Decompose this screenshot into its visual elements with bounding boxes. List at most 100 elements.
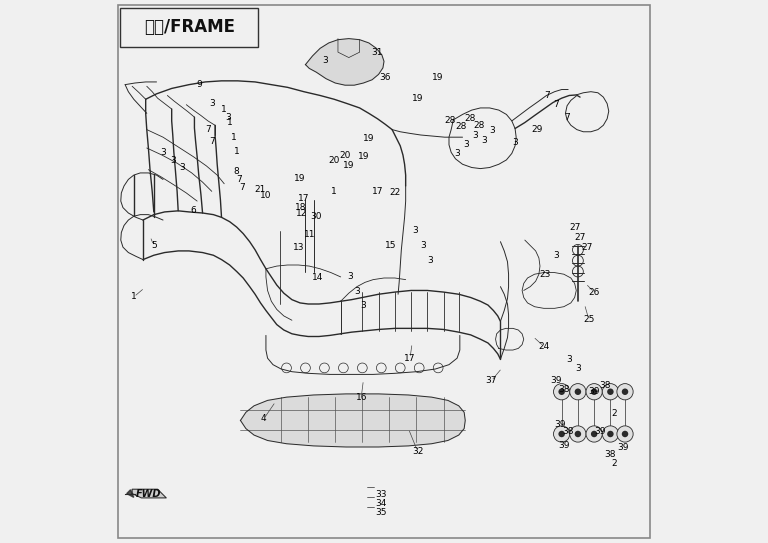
Text: 7: 7 bbox=[209, 137, 214, 146]
Polygon shape bbox=[127, 490, 134, 497]
Text: 1: 1 bbox=[230, 132, 237, 142]
Circle shape bbox=[591, 388, 598, 395]
Text: 35: 35 bbox=[376, 508, 387, 517]
Text: 3: 3 bbox=[161, 148, 166, 157]
Text: 3: 3 bbox=[170, 156, 176, 165]
Text: 9: 9 bbox=[196, 80, 202, 89]
Text: 27: 27 bbox=[581, 243, 593, 251]
Text: 3: 3 bbox=[323, 56, 329, 65]
Polygon shape bbox=[240, 394, 465, 447]
Circle shape bbox=[607, 388, 614, 395]
Circle shape bbox=[617, 426, 633, 442]
Text: 车架/FRAME: 车架/FRAME bbox=[144, 18, 235, 36]
Text: 39: 39 bbox=[554, 420, 566, 429]
Text: 38: 38 bbox=[558, 385, 570, 394]
Text: 27: 27 bbox=[569, 223, 581, 231]
Text: 38: 38 bbox=[599, 381, 611, 390]
Text: 11: 11 bbox=[303, 230, 315, 239]
Circle shape bbox=[570, 426, 586, 442]
Bar bbox=[121, 8, 258, 47]
Circle shape bbox=[607, 431, 614, 437]
Text: 17: 17 bbox=[372, 187, 383, 196]
Circle shape bbox=[554, 426, 570, 442]
Text: 1: 1 bbox=[131, 293, 137, 301]
Text: 19: 19 bbox=[363, 134, 375, 143]
Text: 36: 36 bbox=[379, 73, 391, 82]
Text: 2: 2 bbox=[611, 459, 617, 468]
Text: 5: 5 bbox=[151, 241, 157, 250]
Text: 3: 3 bbox=[180, 163, 185, 172]
Text: 3: 3 bbox=[554, 251, 559, 260]
Circle shape bbox=[586, 426, 602, 442]
Text: 19: 19 bbox=[358, 152, 369, 161]
Text: 1: 1 bbox=[331, 187, 337, 196]
Text: 3: 3 bbox=[209, 99, 214, 108]
Text: 20: 20 bbox=[339, 150, 351, 160]
Circle shape bbox=[622, 431, 628, 437]
Text: 3: 3 bbox=[463, 140, 469, 149]
Text: 38: 38 bbox=[562, 427, 574, 436]
Polygon shape bbox=[306, 39, 384, 85]
Text: 7: 7 bbox=[564, 112, 570, 122]
Circle shape bbox=[554, 383, 570, 400]
Text: 20: 20 bbox=[329, 156, 340, 165]
Text: 19: 19 bbox=[432, 73, 444, 82]
Text: 3: 3 bbox=[412, 226, 419, 235]
Polygon shape bbox=[132, 489, 167, 498]
Text: 26: 26 bbox=[588, 288, 600, 296]
Text: 30: 30 bbox=[310, 212, 322, 221]
Circle shape bbox=[574, 388, 581, 395]
Text: 3: 3 bbox=[354, 287, 359, 296]
Text: 6: 6 bbox=[190, 206, 197, 216]
Text: 7: 7 bbox=[205, 125, 211, 134]
Text: 22: 22 bbox=[389, 188, 400, 198]
Text: 3: 3 bbox=[454, 149, 460, 158]
Circle shape bbox=[586, 383, 602, 400]
Text: 17: 17 bbox=[298, 194, 310, 203]
Text: 13: 13 bbox=[293, 243, 304, 251]
Text: 3: 3 bbox=[472, 130, 478, 140]
Text: 25: 25 bbox=[583, 314, 594, 324]
Text: 4: 4 bbox=[261, 414, 266, 424]
Text: 1: 1 bbox=[233, 147, 240, 156]
Text: 39: 39 bbox=[588, 387, 600, 396]
Text: 3: 3 bbox=[512, 138, 518, 147]
Text: 3: 3 bbox=[348, 273, 353, 281]
Text: 28: 28 bbox=[445, 116, 455, 125]
Text: 7: 7 bbox=[545, 91, 551, 100]
Text: 10: 10 bbox=[260, 191, 272, 200]
Text: 3: 3 bbox=[482, 136, 487, 145]
Text: 17: 17 bbox=[404, 353, 415, 363]
Text: 31: 31 bbox=[372, 48, 383, 56]
Text: 29: 29 bbox=[531, 125, 542, 134]
Circle shape bbox=[574, 431, 581, 437]
Text: 39: 39 bbox=[594, 427, 605, 436]
Text: 3: 3 bbox=[566, 355, 572, 364]
Text: 3: 3 bbox=[360, 301, 366, 310]
Text: 7: 7 bbox=[236, 175, 242, 184]
Text: FWD: FWD bbox=[136, 489, 161, 498]
Text: 3: 3 bbox=[225, 112, 231, 122]
Text: 3: 3 bbox=[489, 126, 495, 135]
Text: 12: 12 bbox=[296, 209, 307, 218]
Circle shape bbox=[570, 383, 586, 400]
Text: 19: 19 bbox=[412, 94, 423, 103]
Circle shape bbox=[622, 388, 628, 395]
Text: 1: 1 bbox=[221, 104, 227, 113]
Circle shape bbox=[591, 431, 598, 437]
Text: 34: 34 bbox=[376, 499, 387, 508]
Text: 1: 1 bbox=[227, 118, 233, 127]
Text: 24: 24 bbox=[538, 342, 549, 351]
Text: 39: 39 bbox=[617, 443, 629, 452]
Text: 39: 39 bbox=[558, 441, 570, 450]
Text: 27: 27 bbox=[574, 233, 586, 242]
Text: 32: 32 bbox=[412, 447, 423, 456]
Text: 23: 23 bbox=[540, 270, 551, 279]
Text: 37: 37 bbox=[485, 376, 497, 386]
Text: 28: 28 bbox=[455, 122, 467, 131]
Text: 19: 19 bbox=[343, 161, 355, 171]
Text: 28: 28 bbox=[473, 121, 485, 130]
Text: 33: 33 bbox=[376, 490, 387, 499]
Text: 39: 39 bbox=[551, 376, 562, 386]
Circle shape bbox=[558, 431, 565, 437]
